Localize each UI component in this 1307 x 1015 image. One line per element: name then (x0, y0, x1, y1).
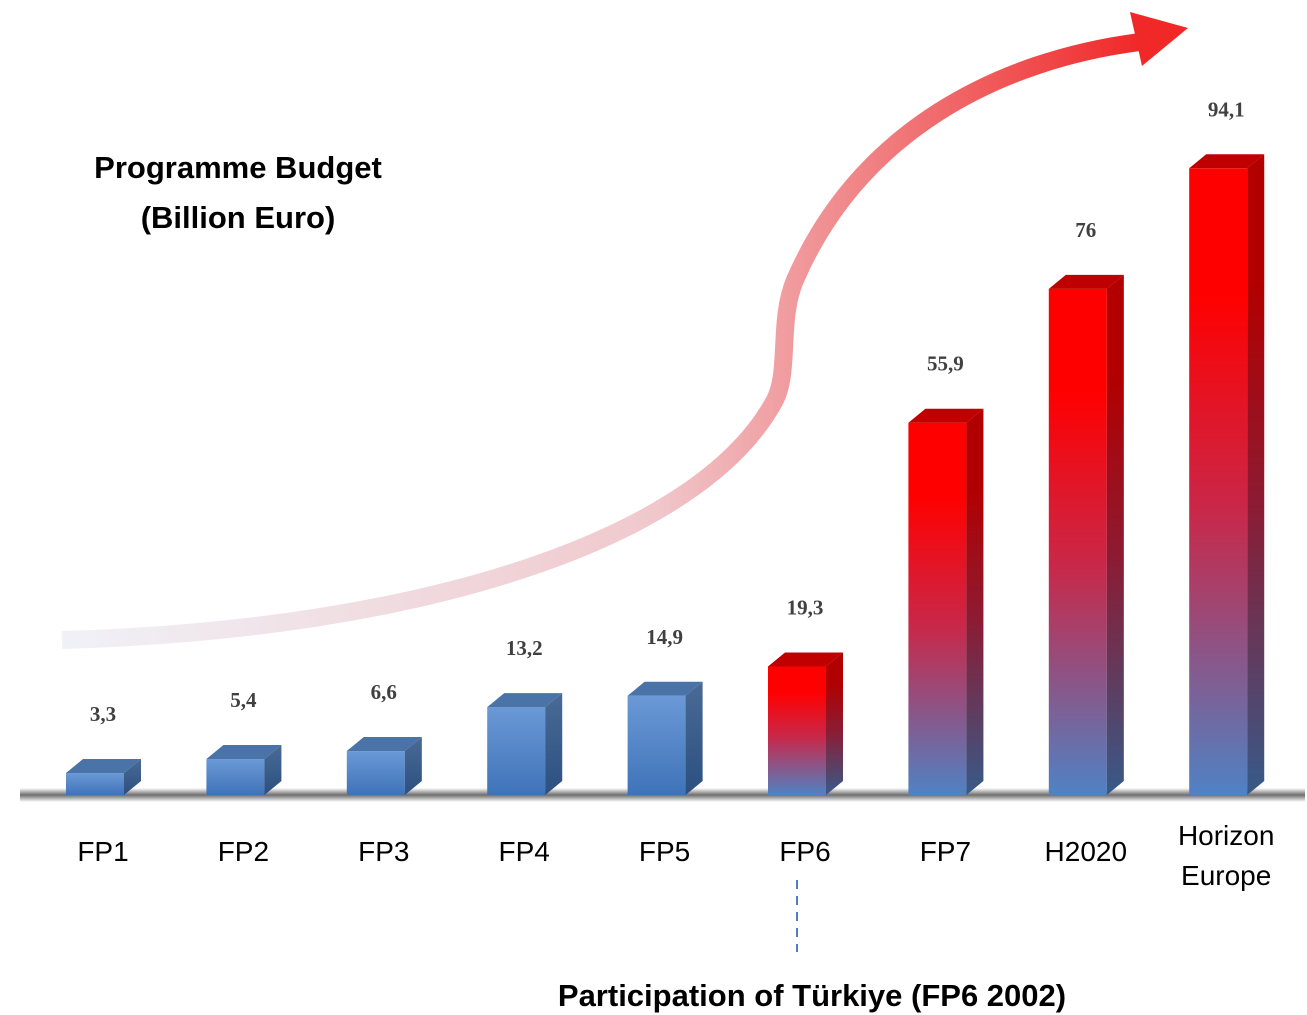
bar-side-shade (685, 681, 703, 795)
value-label: 76 (1075, 218, 1096, 242)
bar-front (1189, 168, 1248, 795)
bar-front (206, 759, 265, 795)
x-tick-label: Horizon Europe (1177, 820, 1275, 891)
bar-side (264, 745, 282, 795)
trend-arrow (61, 33, 1142, 649)
value-label: 55,9 (927, 352, 964, 376)
chart-subtitle: (Billion Euro) (141, 200, 336, 235)
bar-side-shade (264, 745, 282, 795)
bar-front (66, 773, 124, 795)
value-label: 6,6 (371, 680, 397, 704)
bar (487, 693, 563, 795)
bar-side (404, 737, 422, 795)
x-tick-label: FP2 (217, 836, 270, 867)
x-tick-label: FP1 (77, 836, 129, 867)
x-tick-label: FP6 (779, 836, 831, 867)
value-label: 5,4 (230, 688, 257, 712)
value-label: 3,3 (90, 702, 116, 726)
bar-top (1189, 154, 1265, 169)
x-tick-label: FP3 (358, 836, 410, 867)
x-tick-label: FP7 (919, 836, 972, 867)
bar-front (487, 707, 546, 795)
bar-front (908, 422, 967, 795)
value-label: 19,3 (787, 595, 824, 619)
value-label: 14,9 (646, 625, 683, 649)
bar-top (206, 745, 282, 760)
bar-top (487, 693, 563, 708)
bar-top (768, 652, 843, 667)
bar-side-shade (1247, 154, 1265, 795)
bar (346, 737, 422, 795)
bar (66, 759, 141, 795)
bar-side (685, 681, 703, 795)
bar-side (826, 652, 843, 795)
bar-front (768, 666, 826, 795)
bar-side-shade (124, 759, 141, 795)
bar-front (627, 695, 686, 795)
bar (206, 745, 282, 795)
bar-side (124, 759, 141, 795)
x-tick-label: FP4 (498, 836, 550, 867)
bar (627, 681, 703, 795)
bar-side-shade (404, 737, 422, 795)
bar-side (1106, 274, 1124, 796)
bar (768, 652, 843, 795)
arrow-head (1130, 12, 1188, 66)
value-label: 13,2 (506, 636, 543, 660)
annotation: Participation of Türkiye (FP6 2002) (558, 978, 1066, 1013)
bar-side-shade (966, 408, 984, 795)
bar-side-shade (826, 652, 843, 795)
chart-title: Programme Budget (94, 150, 382, 185)
value-label: 94,1 (1208, 97, 1245, 121)
bar-side (545, 693, 563, 795)
x-tick-label: FP5 (638, 836, 691, 867)
bar-side (966, 408, 984, 795)
bar (1189, 154, 1265, 795)
bar-side-shade (1106, 274, 1124, 796)
bar (1048, 274, 1124, 796)
bar-front (1048, 288, 1107, 795)
bar (908, 408, 984, 795)
bar-top (66, 759, 141, 774)
bar-top (346, 737, 422, 752)
bar-top (908, 408, 984, 423)
bar-top (1048, 274, 1124, 289)
bar-side (1247, 154, 1265, 795)
bar-top (627, 681, 703, 696)
bar-front (346, 751, 405, 795)
x-tick-label: H2020 (1044, 836, 1128, 867)
bar-side-shade (545, 693, 563, 795)
